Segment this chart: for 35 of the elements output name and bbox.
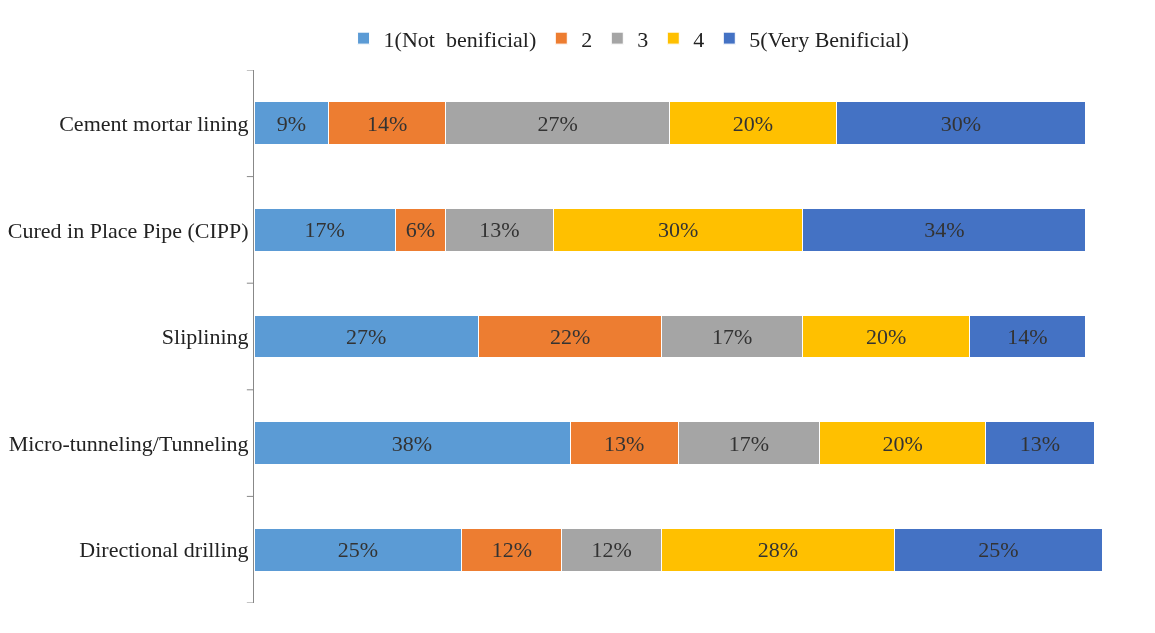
- data-label: 13%: [603, 430, 645, 456]
- data-label: 20%: [865, 324, 907, 349]
- legend-label: 5(Very Benificial): [749, 26, 909, 52]
- data-label: 12%: [591, 537, 632, 563]
- y-tick-label: Sliplining: [161, 324, 249, 350]
- data-label: 14%: [366, 110, 408, 136]
- y-tick-label: Cement mortar lining: [59, 111, 249, 136]
- data-label: 14%: [1007, 324, 1048, 349]
- data-label: 25%: [978, 537, 1019, 563]
- data-label: 9%: [276, 110, 307, 136]
- legend-label: 4: [693, 26, 705, 52]
- data-label: 30%: [658, 217, 699, 243]
- legend-label: 1(Not benificial): [383, 26, 537, 52]
- data-label: 12%: [491, 537, 532, 563]
- data-label: 34%: [924, 217, 965, 243]
- data-label: 38%: [391, 430, 433, 456]
- data-label: 20%: [882, 430, 923, 456]
- y-tick-label: Cured in Place Pipe (CIPP): [7, 217, 249, 243]
- data-label: 6%: [405, 217, 435, 243]
- data-label: 27%: [537, 110, 578, 136]
- legend-label: 3: [637, 26, 649, 52]
- legend-label: 2: [581, 26, 593, 52]
- y-tick-label: Directional drilling: [79, 537, 249, 563]
- data-label: 30%: [940, 110, 982, 136]
- data-label: 13%: [479, 217, 520, 243]
- data-label: 20%: [732, 110, 774, 136]
- data-label: 17%: [712, 324, 753, 349]
- data-label: 13%: [1019, 430, 1061, 456]
- data-label: 28%: [757, 537, 799, 563]
- y-tick-label: Micro-tunneling/Tunneling: [8, 430, 249, 456]
- data-label: 27%: [346, 324, 387, 349]
- data-label: 17%: [728, 430, 770, 456]
- data-label: 25%: [337, 537, 379, 563]
- data-label: 22%: [549, 324, 591, 349]
- data-label: 17%: [304, 217, 345, 243]
